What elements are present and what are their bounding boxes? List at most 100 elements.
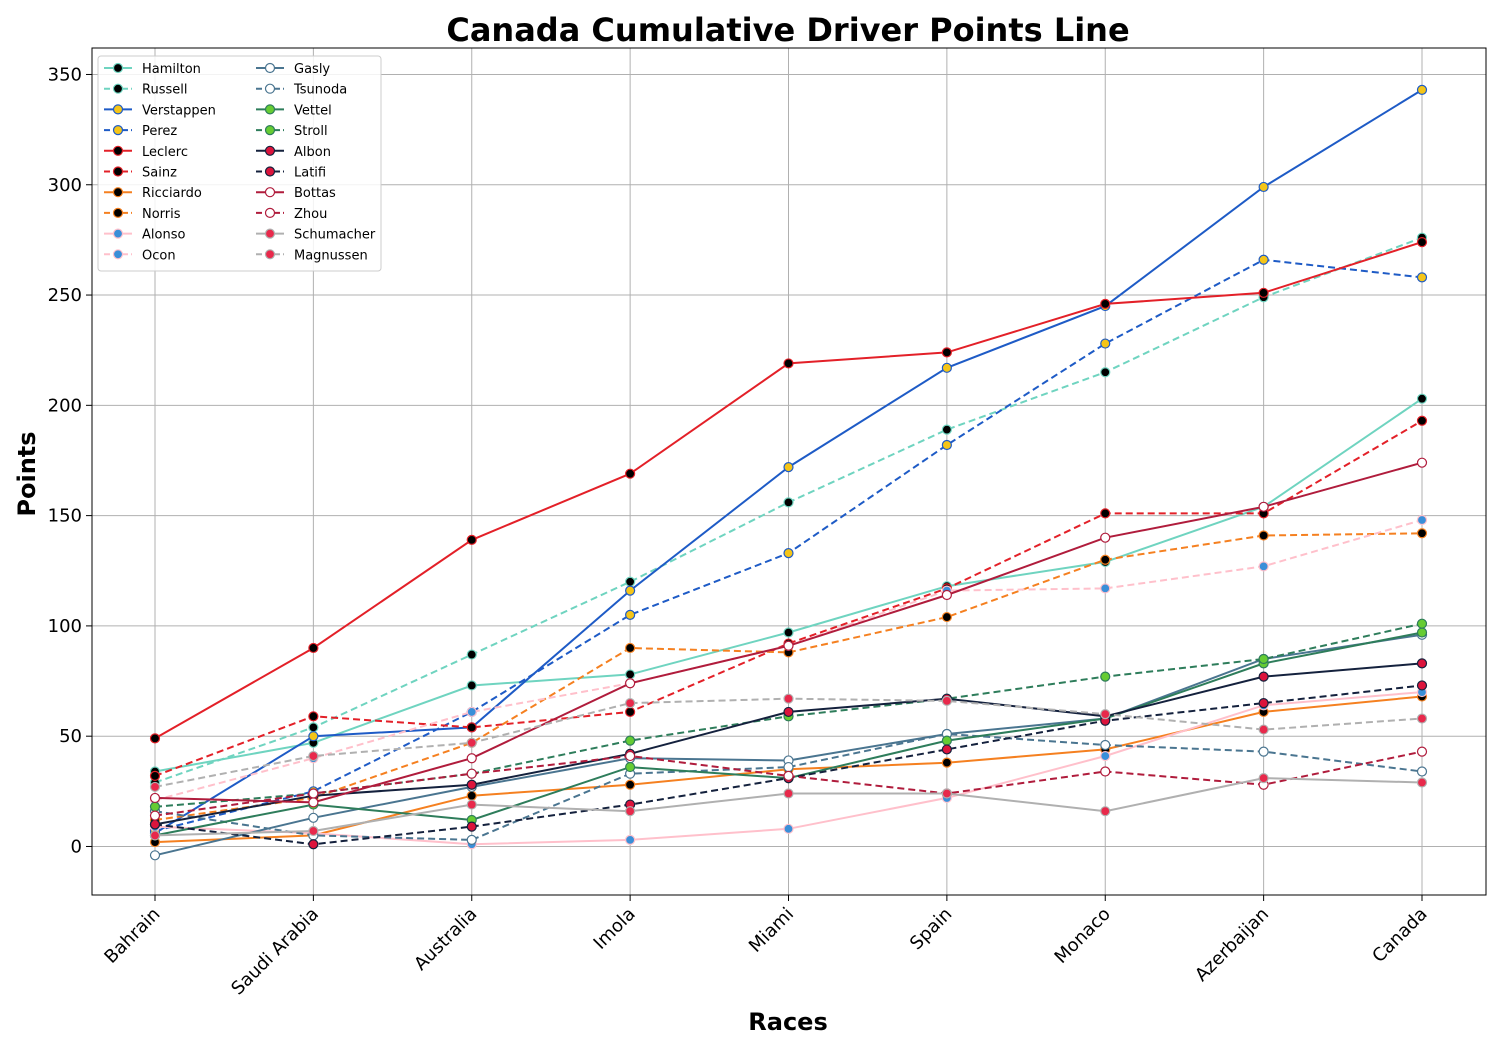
data-point: [941, 788, 952, 799]
legend-marker: [112, 228, 124, 239]
legend-item-bottas: Bottas: [256, 186, 336, 201]
y-tick-label: 350: [48, 64, 82, 85]
legend-label: Tsunoda: [293, 83, 347, 98]
data-point: [941, 589, 952, 601]
legend-item-perez: Perez: [104, 124, 177, 139]
data-point: [783, 693, 794, 704]
data-point: [1100, 532, 1111, 543]
y-axis-label: Points: [13, 431, 41, 516]
x-tick-label: Monaco: [1051, 904, 1115, 968]
legend-marker: [264, 249, 276, 260]
data-point: [466, 768, 477, 779]
legend-label: Norris: [142, 207, 181, 222]
x-axis-label: Races: [748, 1008, 827, 1036]
y-tick-label: 100: [48, 616, 82, 637]
legend-label: Latifi: [294, 166, 326, 181]
data-point: [1258, 653, 1269, 665]
x-tick-label: Saudi Arabia: [227, 904, 323, 1000]
data-point: [783, 761, 794, 773]
data-point: [1416, 393, 1428, 404]
data-point: [308, 711, 319, 722]
y-tick-label: 200: [48, 395, 82, 416]
legend-marker: [112, 83, 124, 94]
data-point: [1416, 680, 1428, 691]
data-point: [1258, 181, 1269, 193]
legend-label: Alonso: [142, 228, 185, 243]
data-point: [941, 611, 952, 623]
data-point: [466, 722, 477, 733]
series-leclerc: [149, 237, 1428, 744]
legend-label: Vettel: [294, 103, 332, 118]
x-tick-label: Australia: [410, 904, 481, 975]
data-point: [1416, 237, 1428, 248]
data-point: [1258, 254, 1269, 265]
data-point: [625, 706, 636, 718]
data-point: [625, 779, 636, 790]
data-point: [783, 358, 794, 369]
data-point: [308, 722, 319, 733]
data-point: [308, 797, 319, 808]
data-point: [1416, 777, 1428, 788]
data-point: [1100, 508, 1111, 519]
legend-item-leclerc: Leclerc: [104, 145, 188, 160]
series-line: [154, 419, 1423, 777]
legend-item-ocon: Ocon: [104, 248, 176, 263]
data-point: [1258, 698, 1269, 709]
data-point: [941, 757, 952, 768]
x-tick-label: Bahrain: [100, 904, 164, 968]
legend-marker: [112, 187, 124, 198]
y-tick-label: 0: [71, 836, 82, 857]
data-point: [1416, 514, 1428, 526]
data-point: [149, 801, 161, 812]
series-schumacher: [149, 772, 1428, 841]
legend-marker: [264, 62, 276, 74]
legend-marker: [112, 104, 124, 115]
data-point: [149, 810, 161, 821]
data-point: [308, 812, 319, 823]
data-point: [1416, 658, 1428, 669]
legend-label: Leclerc: [142, 145, 188, 160]
data-point: [783, 627, 794, 638]
data-point: [466, 834, 477, 845]
data-point: [466, 779, 477, 790]
data-point: [466, 821, 477, 832]
data-point: [1100, 750, 1111, 762]
data-point: [1258, 287, 1269, 298]
data-point: [1258, 724, 1269, 735]
legend-marker: [112, 62, 124, 74]
data-point: [1416, 457, 1428, 468]
data-point: [1100, 671, 1111, 682]
data-point: [783, 548, 794, 559]
data-point: [466, 799, 477, 810]
legend-item-hamilton: Hamilton: [104, 62, 201, 77]
data-point: [466, 680, 477, 691]
legend-label: Sainz: [142, 166, 177, 181]
legend-item-stroll: Stroll: [256, 124, 328, 139]
data-point: [625, 669, 636, 680]
data-point: [1100, 338, 1111, 349]
legend-label: Verstappen: [142, 103, 216, 118]
legend-item-gasly: Gasly: [256, 62, 330, 77]
data-point: [1100, 298, 1111, 309]
legend-label: Magnussen: [294, 248, 368, 263]
legend-marker: [264, 125, 276, 136]
legend-marker: [264, 83, 276, 94]
x-tick-label: Imola: [590, 904, 640, 954]
data-point: [783, 823, 794, 834]
legend-item-alonso: Alonso: [104, 228, 185, 243]
data-point: [1258, 501, 1269, 512]
legend-label: Gasly: [294, 62, 330, 77]
data-point: [1416, 415, 1428, 426]
legend-marker: [264, 104, 276, 115]
data-point: [625, 698, 636, 709]
legend-marker: [112, 166, 124, 177]
series-line: [154, 532, 1423, 821]
legend-marker: [112, 145, 124, 156]
legend-item-verstappen: Verstappen: [104, 103, 216, 118]
data-point: [1258, 746, 1269, 757]
data-point: [466, 649, 477, 660]
data-point: [1100, 766, 1111, 777]
data-point: [466, 534, 477, 545]
data-point: [1416, 84, 1428, 96]
data-point: [783, 770, 794, 781]
